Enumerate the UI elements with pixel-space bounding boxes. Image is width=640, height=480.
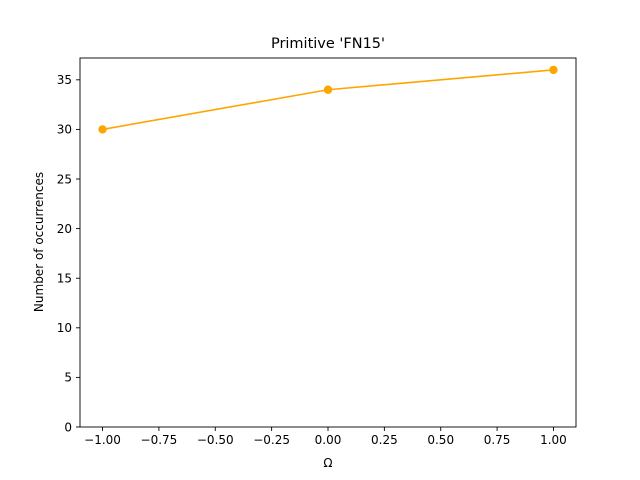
x-tick-label: 0.75 (484, 433, 511, 447)
x-tick-label: −1.00 (84, 433, 121, 447)
y-tick-label: 20 (57, 222, 72, 236)
axes: −1.00 −0.75 −0.50 −0.25 0.00 0.25 0.50 0.75 1.00… (57, 57, 577, 447)
data-point (98, 125, 107, 134)
x-tick-label: −0.25 (253, 433, 290, 447)
chart-title: Primitive 'FN15' (271, 36, 385, 52)
y-tick-label: 15 (57, 272, 72, 286)
y-tick-label: 30 (57, 123, 72, 137)
y-tick-label: 35 (57, 73, 72, 87)
data-point (323, 85, 333, 94)
x-tick-label: 1.00 (540, 433, 567, 447)
x-tick-label: 0.50 (427, 433, 454, 447)
data-point (549, 65, 558, 75)
y-tick-label: 25 (57, 172, 72, 186)
y-axis-label: Number of occurrences (32, 172, 46, 312)
x-tick-label: −0.50 (197, 433, 234, 447)
x-tick-label: 0.25 (371, 433, 398, 447)
y-tick-label: 10 (57, 321, 72, 335)
x-axis-label: Ω (323, 456, 332, 470)
y-tick-label: 0 (64, 420, 72, 434)
x-tick-label: 0.00 (315, 433, 342, 447)
y-tick-label: 5 (64, 371, 72, 385)
x-tick-label: −0.75 (141, 433, 178, 447)
plot-area (98, 65, 558, 134)
